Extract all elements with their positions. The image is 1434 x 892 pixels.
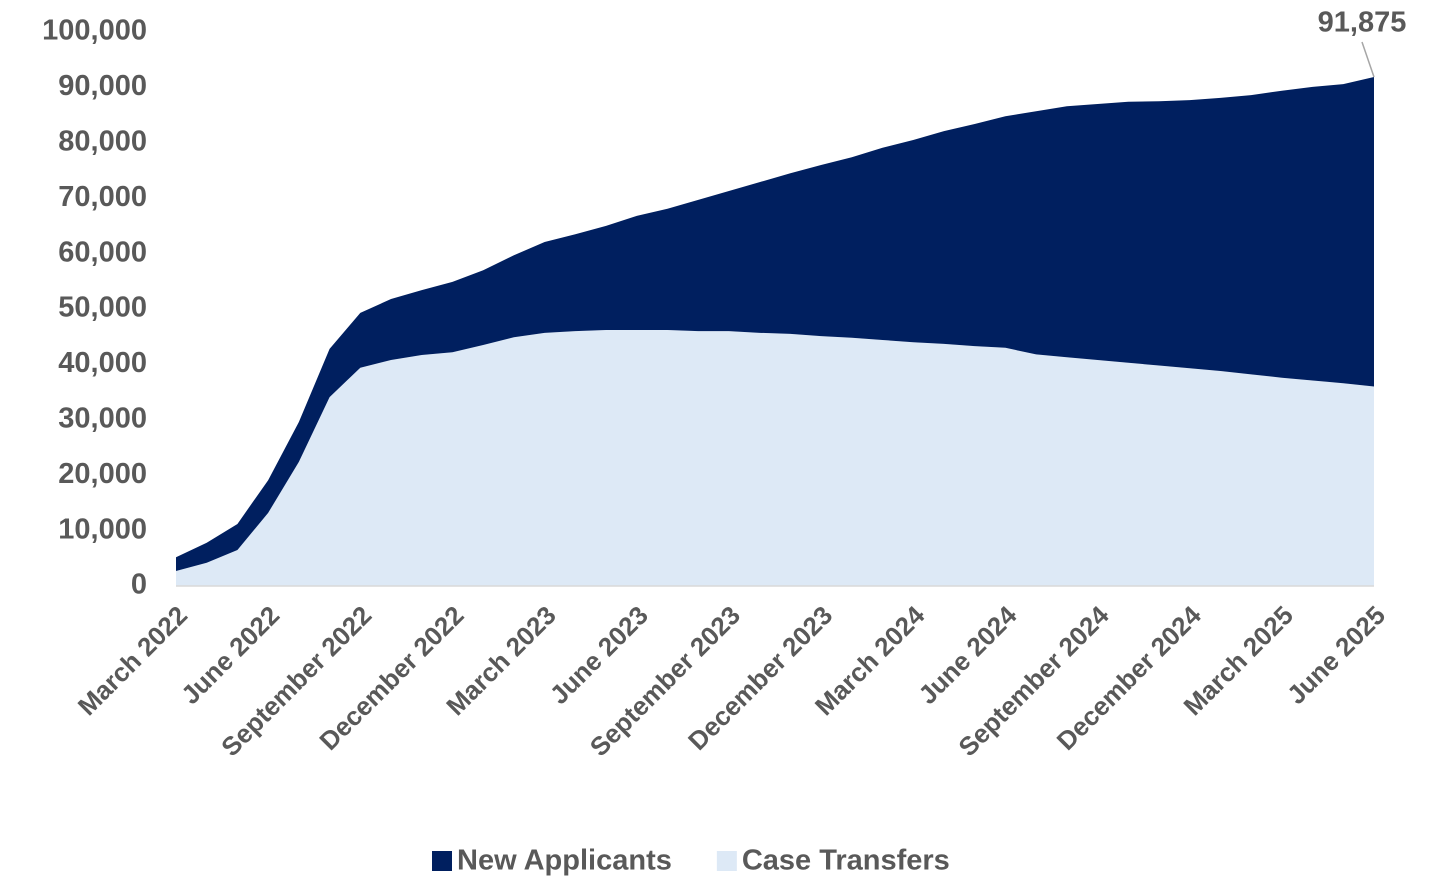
area xyxy=(176,77,1374,572)
y-tick-label: 20,000 xyxy=(58,458,147,490)
y-tick-label: 10,000 xyxy=(58,513,147,545)
y-tick-label: 30,000 xyxy=(58,402,147,434)
y-tick-label: 0 xyxy=(131,569,147,601)
y-tick-label: 50,000 xyxy=(58,292,147,324)
y-tick-label: 90,000 xyxy=(58,70,147,102)
x-tick-label: March 2022 xyxy=(72,600,193,721)
x-tick-label: June 2025 xyxy=(1281,600,1391,710)
y-tick-label: 70,000 xyxy=(58,181,147,213)
legend-label: Case Transfers xyxy=(742,845,950,877)
legend-swatch xyxy=(432,851,452,871)
area xyxy=(176,330,1374,586)
legend-swatch xyxy=(716,851,737,871)
y-tick-label: 100,000 xyxy=(42,15,147,47)
annotation-leader xyxy=(1361,41,1375,78)
legend-label: New Applicants xyxy=(457,845,672,877)
y-tick-label: 60,000 xyxy=(58,236,147,268)
y-tick-label: 80,000 xyxy=(58,125,147,157)
y-tick-label: 40,000 xyxy=(58,347,147,379)
annotation-label: 91,875 xyxy=(1318,7,1407,39)
